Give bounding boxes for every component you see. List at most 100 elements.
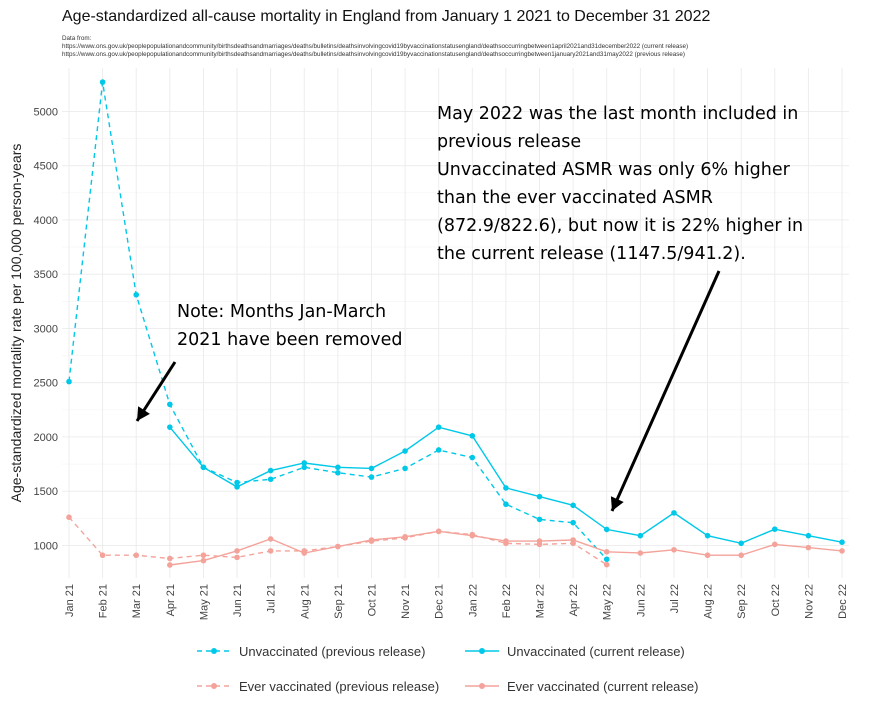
x-tick-label: May 21 (198, 584, 210, 620)
data-point (66, 378, 72, 385)
data-point (267, 467, 274, 474)
data-point (335, 464, 341, 471)
data-point (402, 465, 408, 472)
data-point (335, 469, 341, 476)
data-point (839, 539, 845, 545)
data-source-note: Data from: https://www.ons.gov.uk/people… (62, 35, 688, 59)
x-tick-label: Apr 22 (568, 584, 580, 616)
data-point (570, 537, 576, 543)
data-point (603, 549, 610, 555)
data-point (637, 532, 644, 539)
annotation-right-line: May 2022 was the last month included in (437, 104, 799, 124)
source-link-previous[interactable]: https://www.ons.gov.uk/peoplepopulationa… (62, 51, 685, 58)
x-tick-label: Dec 21 (434, 584, 446, 619)
data-point (805, 532, 812, 539)
y-tick-label: 4000 (34, 215, 58, 227)
data-point (234, 479, 240, 486)
y-tick-label: 5000 (34, 106, 58, 118)
annotation-right-line: Unvaccinated ASMR was only 6% higher (437, 160, 790, 180)
series-line (68, 516, 608, 566)
data-point (267, 548, 274, 554)
data-point (435, 424, 442, 430)
arrow-right (610, 270, 721, 512)
x-tick-label: Mar 21 (131, 584, 143, 618)
x-tick-label: Jun 21 (232, 584, 244, 617)
data-point (402, 448, 408, 454)
data-point (771, 526, 778, 532)
data-point (503, 501, 509, 508)
data-point (469, 454, 476, 461)
data-point (469, 532, 476, 539)
x-tick-label: Sep 21 (333, 584, 345, 619)
y-axis-label: Age-standardized mortality rate per 100,… (8, 144, 24, 503)
data-point (99, 79, 106, 85)
legend-marker (211, 683, 217, 689)
data-point (301, 464, 308, 471)
data-point (771, 541, 778, 548)
data-point (167, 562, 173, 568)
x-tick-label: Oct 22 (770, 584, 782, 616)
x-tick-label: May 22 (602, 584, 614, 620)
legend-marker (479, 683, 485, 689)
y-tick-label: 4500 (34, 161, 58, 173)
legend-label: Ever vaccinated (previous release) (239, 679, 439, 694)
legend-label: Ever vaccinated (current release) (507, 679, 698, 694)
x-tick-label: Jul 21 (266, 584, 278, 613)
data-point (671, 546, 677, 553)
data-point (167, 424, 173, 430)
data-point (167, 555, 173, 562)
x-tick-label: Feb 22 (501, 584, 513, 618)
x-tick-label: Jan 22 (467, 584, 479, 617)
data-point (435, 447, 442, 453)
annotation-right-line: previous release (437, 132, 582, 152)
data-point (200, 464, 207, 471)
data-point (301, 550, 308, 556)
y-tick-label: 1500 (34, 486, 58, 498)
legend-marker (479, 648, 485, 654)
data-point (536, 538, 543, 544)
data-point (839, 548, 845, 554)
data-point (671, 510, 677, 516)
annotation-right-line: the current release (1147.5/941.2). (437, 244, 746, 264)
data-point (536, 516, 543, 523)
data-point (570, 502, 576, 509)
data-point (469, 433, 476, 439)
x-tick-label: Jul 22 (669, 584, 681, 613)
arrow-left-head (137, 406, 150, 421)
data-point (435, 528, 442, 535)
data-point (536, 493, 543, 500)
data-point (267, 476, 274, 483)
data-point (200, 552, 207, 559)
x-tick-label: Oct 21 (366, 584, 378, 616)
data-point (234, 554, 240, 561)
x-tick-label: Aug 22 (703, 584, 715, 619)
data-point (503, 538, 509, 544)
y-tick-label: 1000 (34, 540, 58, 552)
series-line (68, 81, 608, 560)
data-point (368, 537, 375, 543)
data-point (301, 460, 308, 466)
y-tick-label: 3000 (34, 323, 58, 335)
data-point (704, 532, 711, 539)
data-point (133, 291, 140, 298)
data-point (603, 561, 610, 568)
source-link-current[interactable]: https://www.ons.gov.uk/peoplepopulationa… (62, 43, 689, 50)
legend-marker (211, 648, 217, 654)
legend-label: Unvaccinated (previous release) (239, 644, 425, 659)
annotation-right: May 2022 was the last month included in … (437, 100, 869, 268)
data-point (167, 401, 173, 408)
annotation-right-line: than the ever vaccinated ASMR (437, 188, 713, 208)
data-point (335, 543, 341, 550)
x-tick-label: Jan 21 (64, 584, 76, 617)
data-point (738, 540, 744, 547)
y-tick-label: 3500 (34, 269, 58, 281)
x-tick-label: Feb 21 (98, 584, 110, 618)
data-point (805, 544, 812, 551)
data-point (234, 484, 240, 490)
x-tick-label: Aug 21 (299, 584, 311, 619)
arrow-right-head (610, 496, 624, 511)
x-tick-label: Apr 21 (165, 584, 177, 616)
data-point (603, 526, 610, 533)
annotation-left-line: 2021 have been removed (177, 330, 403, 350)
data-point (267, 536, 274, 542)
